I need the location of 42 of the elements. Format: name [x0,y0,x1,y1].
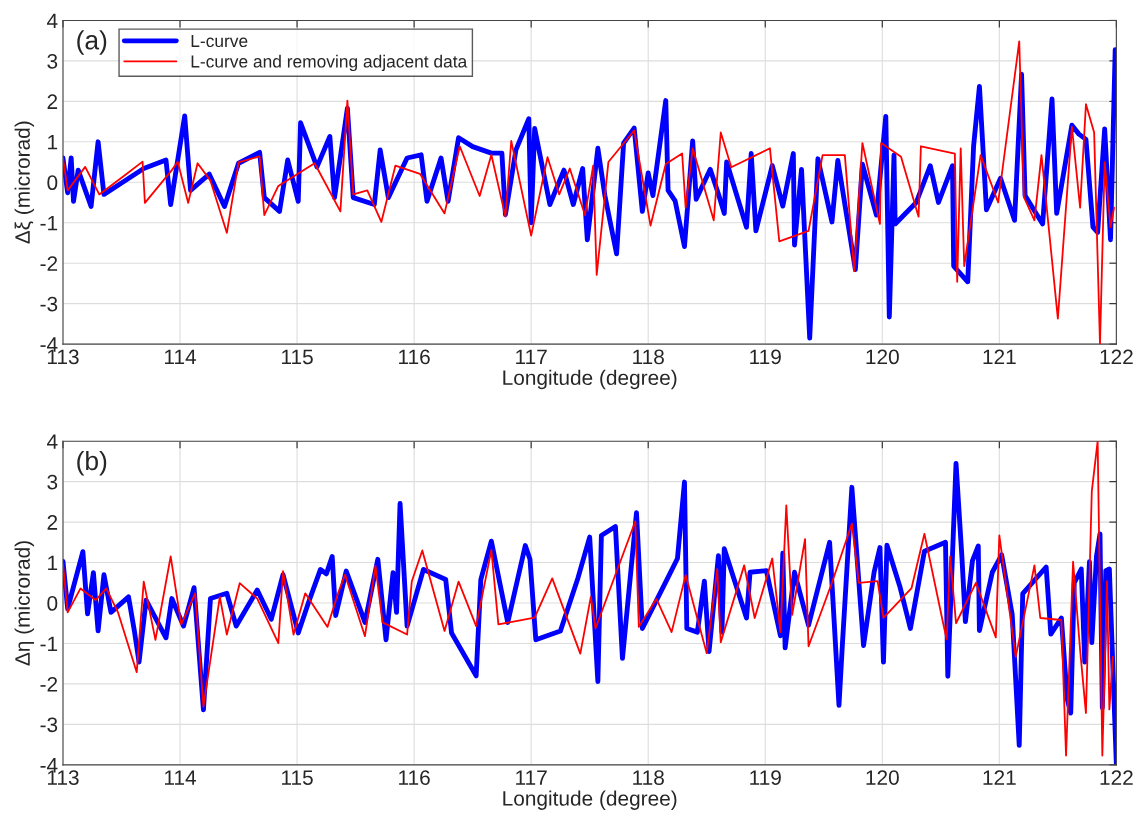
y-tick-label: -1 [40,215,58,231]
y-tick-label: 2 [47,515,58,530]
x-tick-label: 118 [633,770,664,785]
x-tick-label: 120 [866,349,899,365]
x-tick-label: 116 [399,770,430,785]
y-axis-title: Δη (microrad) [14,541,35,666]
y-tick-label: -3 [40,296,58,312]
y-tick-label: 4 [47,13,58,28]
legend-label: L-curve [191,34,248,48]
x-tick-label: 115 [282,349,313,365]
x-tick-label: 122 [1100,770,1133,785]
x-tick-label: 114 [165,349,197,365]
y-tick-label: -3 [40,717,58,733]
x-tick-label: 121 [983,770,1016,785]
y-tick-label: 1 [48,555,58,571]
x-tick-label: 119 [750,349,781,365]
x-axis-title: Longitude (degree) [503,790,677,810]
x-tick-label: 122 [1100,349,1133,365]
y-tick-label: 3 [47,53,58,69]
y-tick-label: -2 [40,676,58,692]
y-tick-label: 4 [47,434,58,449]
x-tick-label: 118 [633,349,664,365]
annotation: (b) [77,450,107,476]
x-tick-label: 114 [165,770,197,785]
y-tick-label: -2 [40,256,58,271]
y-axis-title: Δξ (microrad) [14,121,35,244]
x-tick-label: 119 [750,770,781,785]
y-tick-label: 3 [47,474,58,490]
annotation: (a) [77,30,107,55]
x-tick-label: 117 [516,349,547,365]
y-tick-label: 2 [47,94,58,109]
y-tick-label: 0 [47,596,58,611]
x-tick-label: 117 [516,770,547,785]
y-tick-label: -1 [40,636,58,652]
legend-label: L-curve and removing adjacent data [191,54,468,72]
y-tick-label: 0 [47,175,58,191]
x-tick-label: 116 [399,349,430,365]
x-tick-label: 120 [866,770,899,785]
x-tick-label: 115 [282,770,313,785]
x-tick-label: 121 [983,349,1016,365]
x-axis-title: Longitude (degree) [503,369,677,390]
y-tick-label: 1 [48,135,58,150]
